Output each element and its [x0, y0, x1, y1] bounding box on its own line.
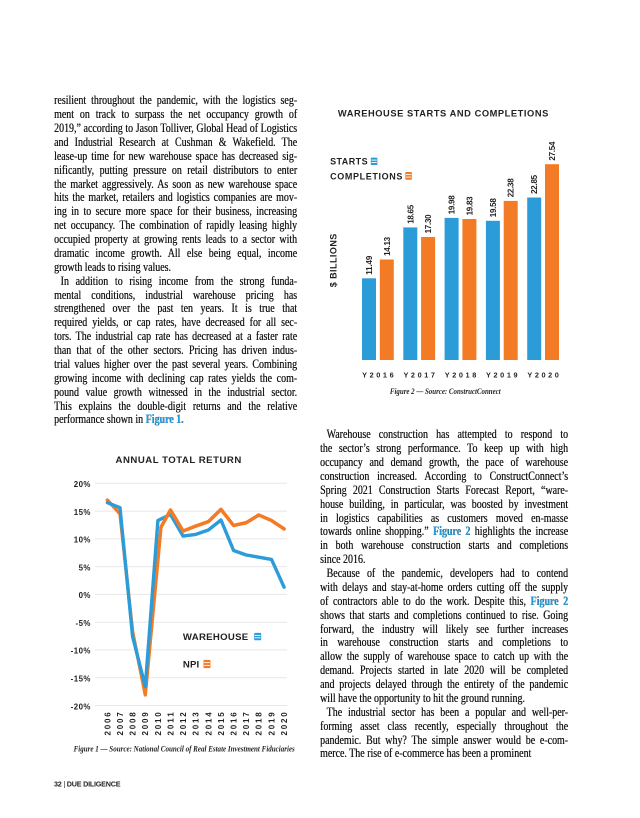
svg-text:19.98: 19.98	[448, 195, 457, 215]
svg-text:-20%: -20%	[71, 702, 91, 711]
svg-text:Y2016: Y2016	[362, 371, 394, 380]
svg-text:-5%: -5%	[76, 619, 91, 628]
svg-text:2009: 2009	[141, 712, 150, 736]
svg-text:2020: 2020	[280, 712, 289, 736]
svg-text:ANNUAL TOTAL RETURN: ANNUAL TOTAL RETURN	[116, 455, 242, 466]
svg-text:2006: 2006	[103, 712, 112, 736]
svg-text:32 | DUE DILIGENCE: 32 | DUE DILIGENCE	[54, 779, 121, 788]
svg-text:Y2020: Y2020	[527, 371, 559, 380]
svg-text:20%: 20%	[74, 480, 91, 489]
svg-text:17.30: 17.30	[424, 214, 433, 234]
svg-text:COMPLETIONS: COMPLETIONS	[330, 171, 402, 181]
svg-text:2019: 2019	[267, 712, 276, 736]
svg-text:15%: 15%	[74, 508, 91, 517]
svg-text:-15%: -15%	[71, 675, 91, 684]
svg-text:Figure 1 — Source: National Co: Figure 1 — Source: National Council of R…	[73, 745, 295, 754]
svg-text:NPI: NPI	[183, 659, 200, 670]
svg-text:$ BILLIONS: $ BILLIONS	[329, 234, 339, 288]
svg-text:2011: 2011	[166, 712, 175, 736]
svg-text:10%: 10%	[74, 536, 91, 545]
svg-text:18.65: 18.65	[406, 204, 415, 224]
svg-text:19.83: 19.83	[465, 196, 474, 216]
svg-text:2007: 2007	[116, 712, 125, 736]
svg-text:WAREHOUSE STARTS AND COMPLETIO: WAREHOUSE STARTS AND COMPLETIONS	[338, 109, 548, 119]
svg-text:Figure 2 — Source: ConstructCo: Figure 2 — Source: ConstructConnect	[389, 387, 501, 396]
svg-text:Y2017: Y2017	[403, 371, 435, 380]
svg-text:Y2019: Y2019	[486, 371, 518, 380]
svg-text:2018: 2018	[255, 712, 264, 736]
svg-text:27.54: 27.54	[548, 141, 557, 161]
svg-text:22.85: 22.85	[530, 174, 539, 194]
svg-text:5%: 5%	[79, 563, 91, 572]
svg-text:11.49: 11.49	[365, 255, 374, 275]
svg-text:19.58: 19.58	[489, 198, 498, 218]
svg-text:2016: 2016	[230, 712, 239, 736]
svg-text:2014: 2014	[204, 712, 213, 736]
svg-text:2013: 2013	[192, 712, 201, 736]
svg-text:-10%: -10%	[71, 647, 91, 656]
svg-text:WAREHOUSE: WAREHOUSE	[183, 632, 249, 643]
svg-text:2017: 2017	[242, 712, 251, 736]
svg-text:Y2018: Y2018	[445, 371, 477, 380]
svg-text:STARTS: STARTS	[330, 157, 368, 167]
svg-text:0%: 0%	[79, 591, 91, 600]
svg-text:14.13: 14.13	[383, 236, 392, 256]
svg-text:2008: 2008	[129, 712, 138, 736]
svg-text:2015: 2015	[217, 712, 226, 736]
svg-text:22.38: 22.38	[507, 178, 516, 198]
svg-text:2012: 2012	[179, 712, 188, 736]
svg-text:2010: 2010	[154, 712, 163, 736]
